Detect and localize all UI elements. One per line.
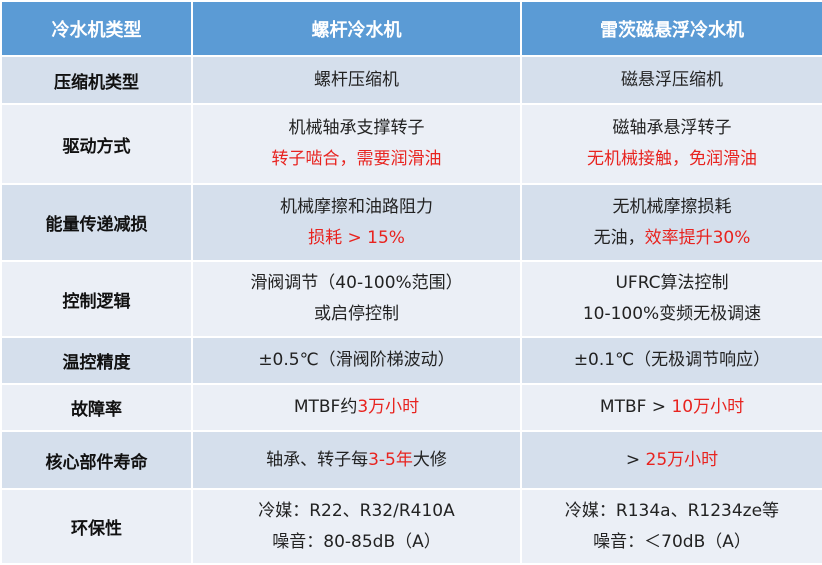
row-label: 能量传递减损 [0, 183, 193, 262]
cell-text: 磁悬浮压缩机 [621, 69, 723, 90]
cell-line: 无机械摩擦损耗 [522, 192, 822, 223]
highlight-text: 效率提升30% [644, 227, 751, 248]
cell-line: ±0.5℃（滑阀阶梯波动） [193, 345, 520, 376]
row-label: 核心部件寿命 [0, 430, 193, 490]
table-row: 故障率 MTBF约3万小时 MTBF > 10万小时 [0, 383, 822, 432]
table-cell: 滑阀调节（40-100%范围） 或启停控制 [191, 260, 522, 338]
cell-text: 磁轴承悬浮转子 [612, 118, 732, 138]
highlight-text: 3-5年 [368, 449, 413, 470]
cell-line: 机械摩擦和油路阻力 [193, 192, 520, 223]
cell-text: 或启停控制 [314, 304, 399, 324]
cell-line: 噪音：＜70dB（A） [522, 527, 822, 558]
header-cell: 冷水机类型 [0, 0, 193, 57]
row-label: 故障率 [0, 383, 193, 432]
table-row: 温控精度 ±0.5℃（滑阀阶梯波动） ±0.1℃（无极调节响应） [0, 336, 822, 385]
cell-line: 轴承、转子每3-5年大修 [193, 445, 520, 476]
cell-text: 冷媒：R134a、R1234ze等 [564, 500, 780, 521]
table-row: 驱动方式 机械轴承支撑转子 转子啮合，需要润滑油 磁轴承悬浮转子 无机械接触，免润滑油 [0, 103, 822, 185]
table-row: 环保性 冷媒：R22、R32/R410A 噪音：80-85dB（A） 冷媒：R134a… [0, 488, 822, 565]
cell-line: 或启停控制 [193, 299, 520, 330]
cell-text: > [625, 449, 646, 470]
cell-line: 损耗 > 15% [193, 223, 520, 254]
table-cell: > 25万小时 [520, 430, 822, 490]
table-cell: ±0.5℃（滑阀阶梯波动） [191, 336, 522, 385]
highlight-text: 3万小时 [357, 397, 420, 417]
cell-line: 机械轴承支撑转子 [193, 113, 520, 144]
cell-line: 磁轴承悬浮转子 [522, 113, 822, 144]
cell-line: 无油，效率提升30% [522, 223, 822, 254]
row-label: 控制逻辑 [0, 260, 193, 338]
table-cell: 冷媒：R134a、R1234ze等 噪音：＜70dB（A） [520, 488, 822, 565]
cell-text: 冷媒：R22、R32/R410A [258, 500, 455, 521]
cell-text: 滑阀调节（40-100%范围） [250, 273, 463, 293]
cell-line: MTBF约3万小时 [193, 392, 520, 423]
highlight-text: 10万小时 [671, 397, 745, 417]
table-cell: 机械轴承支撑转子 转子啮合，需要润滑油 [191, 103, 522, 185]
row-label: 环保性 [0, 488, 193, 565]
cell-text: 无油， [593, 227, 645, 248]
cell-text: 10-100%变频无极调速 [582, 304, 762, 324]
cell-text: 噪音：＜70dB（A） [593, 531, 751, 552]
cell-text: ±0.1℃（无极调节响应） [573, 350, 771, 370]
cell-line: 冷媒：R22、R32/R410A [193, 496, 520, 527]
row-label: 驱动方式 [0, 103, 193, 185]
header-row: 冷水机类型 螺杆冷水机 雷茨磁悬浮冷水机 [0, 0, 822, 57]
highlight-text: 损耗 > 15% [308, 227, 405, 248]
table-cell: 螺杆压缩机 [191, 55, 522, 105]
table-cell: MTBF > 10万小时 [520, 383, 822, 432]
table-row: 能量传递减损 机械摩擦和油路阻力 损耗 > 15% 无机械摩擦损耗 无油，效率提升30% [0, 183, 822, 262]
cell-text: 螺杆压缩机 [314, 69, 399, 90]
cell-text: 机械摩擦和油路阻力 [280, 196, 433, 217]
cell-line: 无机械接触，免润滑油 [522, 144, 822, 175]
table-cell: MTBF约3万小时 [191, 383, 522, 432]
table-body: 压缩机类型 螺杆压缩机 磁悬浮压缩机 驱动方式 机械轴承支撑转子 转子啮合，需要润滑油 磁轴… [0, 55, 822, 565]
table-row: 控制逻辑 滑阀调节（40-100%范围） 或启停控制 UFRC算法控制 10-100%变… [0, 260, 822, 338]
table-cell: 无机械摩擦损耗无油，效率提升30% [520, 183, 822, 262]
table-cell: 磁轴承悬浮转子无机械接触，免润滑油 [520, 103, 822, 185]
table-cell: 轴承、转子每3-5年大修 [191, 430, 522, 490]
table-row: 核心部件寿命 轴承、转子每3-5年大修 > 25万小时 [0, 430, 822, 490]
header-cell: 螺杆冷水机 [191, 0, 522, 57]
header-cell: 雷茨磁悬浮冷水机 [520, 0, 822, 57]
table-cell: 磁悬浮压缩机 [520, 55, 822, 105]
cell-text: MTBF > [599, 397, 672, 417]
cell-line: MTBF > 10万小时 [522, 392, 822, 423]
cell-text: MTBF约 [293, 397, 358, 417]
cell-text: 大修 [412, 449, 447, 470]
cell-text: 机械轴承支撑转子 [288, 118, 425, 138]
cell-line: > 25万小时 [522, 445, 822, 476]
cell-line: 滑阀调节（40-100%范围） [193, 268, 520, 299]
table-cell: UFRC算法控制 10-100%变频无极调速 [520, 260, 822, 338]
cell-line: 10-100%变频无极调速 [522, 299, 822, 330]
highlight-text: 转子啮合，需要润滑油 [271, 149, 442, 169]
row-label: 压缩机类型 [0, 55, 193, 105]
row-label: 温控精度 [0, 336, 193, 385]
highlight-text: 无机械接触，免润滑油 [587, 149, 757, 169]
table-cell: 冷媒：R22、R32/R410A 噪音：80-85dB（A） [191, 488, 522, 565]
cell-line: 螺杆压缩机 [193, 65, 520, 96]
cell-line: 磁悬浮压缩机 [522, 65, 822, 96]
cell-text: 轴承、转子每 [266, 449, 369, 470]
cell-line: ±0.1℃（无极调节响应） [522, 345, 822, 376]
table-row: 压缩机类型 螺杆压缩机 磁悬浮压缩机 [0, 55, 822, 105]
cell-line: 噪音：80-85dB（A） [193, 527, 520, 558]
highlight-text: 25万小时 [645, 449, 719, 470]
table-cell: 机械摩擦和油路阻力 损耗 > 15% [191, 183, 522, 262]
cell-text: 噪音：80-85dB（A） [272, 531, 441, 552]
table-cell: ±0.1℃（无极调节响应） [520, 336, 822, 385]
cell-text: ±0.5℃（滑阀阶梯波动） [258, 350, 455, 370]
cell-line: 转子啮合，需要润滑油 [193, 144, 520, 175]
cell-text: UFRC算法控制 [615, 273, 729, 293]
cell-text: 无机械摩擦损耗 [612, 196, 732, 217]
cell-line: 冷媒：R134a、R1234ze等 [522, 496, 822, 527]
cell-line: UFRC算法控制 [522, 268, 822, 299]
